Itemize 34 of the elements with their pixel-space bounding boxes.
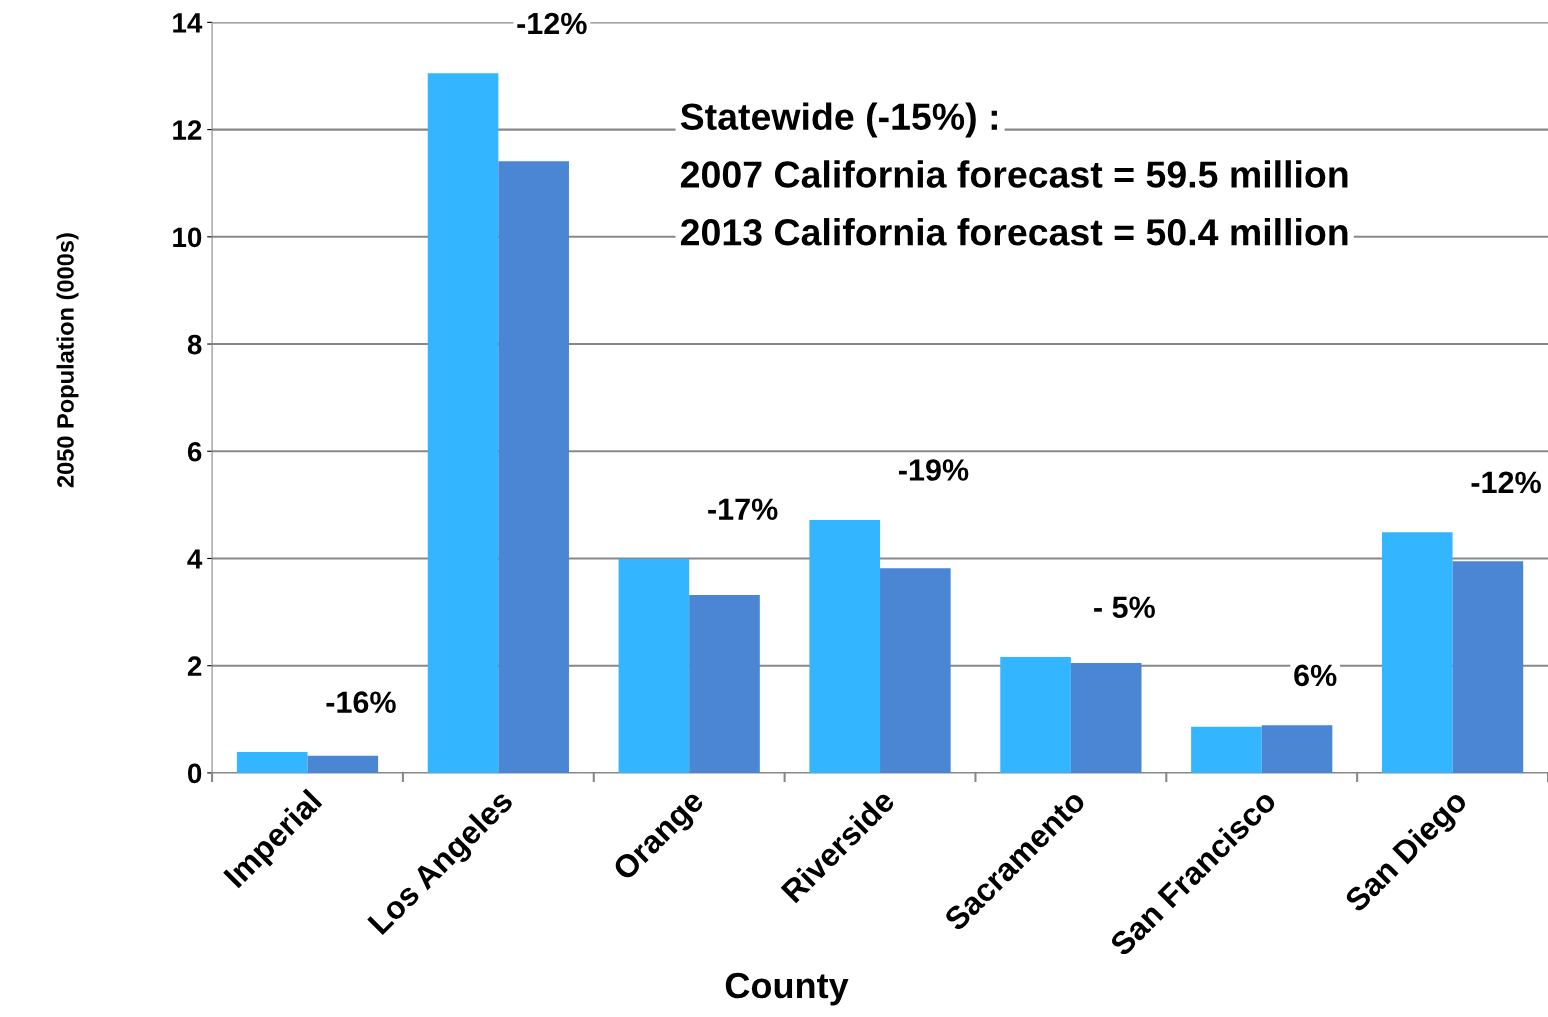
bar xyxy=(1261,725,1333,773)
y-tick-label: 8 xyxy=(187,334,202,355)
bar xyxy=(498,161,569,773)
annotation: 6% xyxy=(1294,664,1337,687)
annotation: -17% xyxy=(708,498,778,520)
bar xyxy=(618,559,690,773)
annotation: -16% xyxy=(326,691,396,713)
annotation: 2007 California forecast = 59.5 million xyxy=(680,160,1348,188)
annotation: -12% xyxy=(1471,471,1541,494)
bar xyxy=(307,755,379,773)
y-axis-title: 2050 Population (000s) xyxy=(56,233,79,488)
annotation: Statewide (-15%) : xyxy=(680,102,997,138)
y-tick-label: 12 xyxy=(173,120,202,140)
bar xyxy=(809,519,881,773)
annotation: -12% xyxy=(517,12,587,35)
annotation: - 5% xyxy=(1094,596,1155,619)
bar xyxy=(236,752,308,773)
y-tick-label: 14 xyxy=(173,13,203,33)
bar xyxy=(1452,561,1524,773)
x-axis-title: County xyxy=(725,972,849,1006)
y-tick-label: 10 xyxy=(173,227,202,248)
annotation: 2013 California forecast = 50.4 million xyxy=(680,218,1348,246)
y-tick-label: 6 xyxy=(187,441,202,462)
bar xyxy=(1000,657,1071,773)
y-tick-label: 4 xyxy=(187,549,203,569)
bar xyxy=(1191,726,1262,773)
y-tick-label: 0 xyxy=(188,763,202,784)
bar xyxy=(427,73,499,773)
bar xyxy=(880,568,951,773)
bar xyxy=(689,594,760,773)
y-tick-label: 2 xyxy=(187,656,202,676)
annotation: -19% xyxy=(899,459,969,481)
bar xyxy=(1070,663,1142,773)
bar xyxy=(1381,532,1453,773)
